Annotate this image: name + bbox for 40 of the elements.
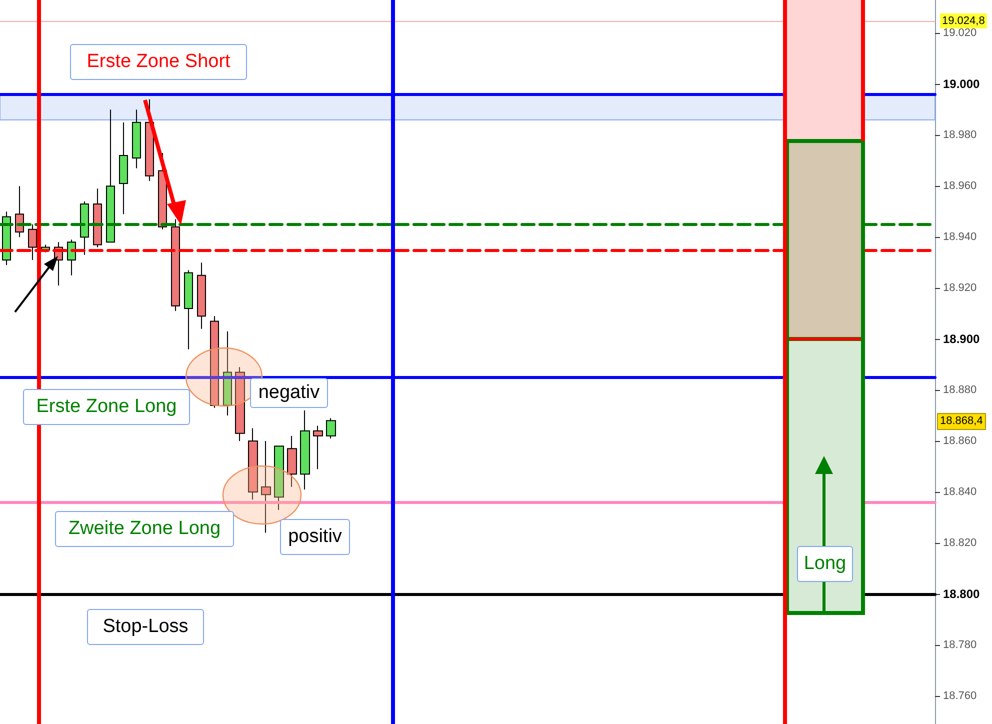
y-tick-label: 18.860 [943, 435, 977, 448]
y-tick-label: 18.920 [943, 282, 977, 294]
candlestick [287, 435, 297, 488]
candlestick [132, 109, 141, 169]
annotation: positiv [280, 519, 350, 555]
y-tick-label: 18.840 [943, 486, 977, 498]
annotation: negativ [250, 378, 328, 408]
y-tick-label: 19.000 [943, 77, 980, 92]
annotation: Erste Zone Short [70, 44, 247, 80]
y-tick-label: 18.800 [943, 586, 980, 601]
y-tick-label: 18.820 [943, 537, 977, 549]
y-tick-label: 18.960 [943, 180, 977, 192]
candlestick [145, 98, 154, 182]
candlestick [93, 188, 102, 248]
annotation: Stop-Loss [87, 609, 204, 645]
candlestick [67, 239, 76, 276]
y-tick-label: 18.880 [943, 384, 977, 396]
candlestick [210, 316, 219, 408]
candlestick [184, 270, 193, 350]
candlestick [106, 109, 115, 243]
candlestick [28, 224, 37, 261]
ref-line-label: 19.024,8 [942, 14, 985, 27]
y-tick-label: 18.940 [943, 231, 977, 244]
candlestick [119, 122, 128, 215]
y-tick-label: 18.760 [943, 690, 977, 702]
candlestick [80, 200, 89, 256]
text: 18.868,4 [937, 413, 986, 430]
candlestick [300, 410, 310, 490]
annotation: Zweite Zone Long [55, 511, 234, 547]
candlestick [326, 418, 336, 439]
annotation: Long [797, 546, 853, 582]
candlestick [261, 440, 271, 534]
y-tick-label: 19.020 [943, 27, 977, 40]
y-tick-label: 18.780 [943, 638, 977, 651]
candlestick [197, 262, 206, 330]
candlestick [313, 425, 323, 470]
annotation: Erste Zone Long [23, 389, 190, 425]
y-tick-label: 18.980 [943, 129, 977, 142]
candlestick [171, 218, 180, 312]
y-tick-label: 18.900 [943, 332, 980, 346]
